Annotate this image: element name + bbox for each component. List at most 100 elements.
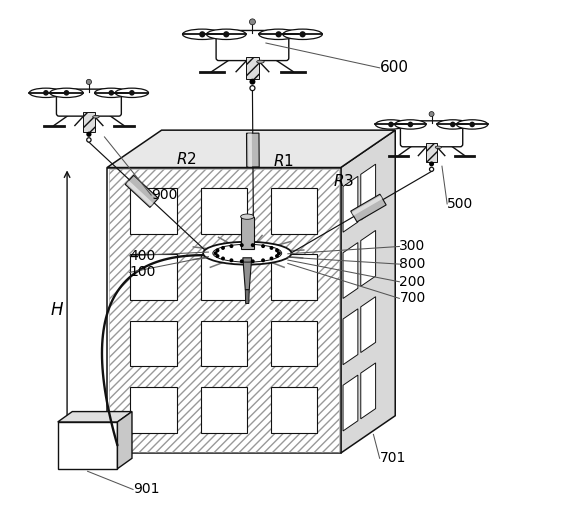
Ellipse shape (29, 88, 62, 98)
Circle shape (261, 244, 265, 248)
Polygon shape (130, 188, 177, 234)
Polygon shape (241, 217, 254, 248)
Polygon shape (343, 375, 358, 431)
Text: 100: 100 (129, 265, 156, 279)
Text: 700: 700 (400, 291, 425, 305)
Circle shape (250, 86, 255, 91)
Circle shape (277, 251, 281, 255)
Polygon shape (130, 321, 177, 366)
Polygon shape (271, 254, 318, 300)
Circle shape (429, 112, 434, 116)
Polygon shape (126, 181, 153, 206)
Polygon shape (243, 258, 252, 290)
Polygon shape (246, 57, 259, 79)
Ellipse shape (203, 242, 291, 265)
Circle shape (221, 256, 225, 260)
Circle shape (87, 79, 92, 85)
Polygon shape (201, 188, 247, 234)
Polygon shape (361, 230, 375, 286)
Circle shape (270, 246, 274, 250)
Polygon shape (107, 168, 341, 453)
Text: $R2$: $R2$ (176, 151, 197, 167)
Circle shape (250, 79, 256, 85)
Polygon shape (107, 130, 395, 168)
Polygon shape (343, 243, 358, 299)
Circle shape (251, 243, 255, 247)
Polygon shape (245, 290, 249, 303)
Polygon shape (125, 175, 158, 207)
Text: 901: 901 (133, 482, 160, 496)
Ellipse shape (456, 120, 488, 129)
Circle shape (275, 31, 282, 38)
Circle shape (199, 31, 205, 38)
Circle shape (270, 256, 274, 260)
Circle shape (429, 167, 434, 171)
Ellipse shape (259, 29, 298, 40)
Circle shape (388, 122, 394, 127)
Text: 701: 701 (380, 452, 406, 465)
Polygon shape (58, 411, 132, 422)
Ellipse shape (183, 29, 222, 40)
Ellipse shape (257, 60, 264, 63)
Polygon shape (83, 112, 95, 132)
Polygon shape (351, 196, 383, 216)
Polygon shape (271, 321, 318, 366)
Circle shape (261, 258, 265, 262)
Circle shape (87, 138, 91, 142)
Ellipse shape (435, 146, 441, 149)
Polygon shape (351, 194, 386, 222)
Circle shape (429, 161, 434, 167)
Ellipse shape (207, 29, 246, 40)
Polygon shape (248, 133, 252, 167)
Circle shape (251, 259, 255, 263)
FancyBboxPatch shape (216, 30, 289, 61)
Text: $H$: $H$ (49, 301, 64, 319)
Circle shape (240, 259, 244, 263)
Circle shape (250, 19, 256, 25)
Ellipse shape (437, 120, 468, 129)
Polygon shape (201, 321, 247, 366)
Ellipse shape (50, 88, 83, 98)
FancyBboxPatch shape (400, 121, 463, 147)
Text: $R1$: $R1$ (273, 153, 294, 169)
Circle shape (223, 31, 229, 38)
Polygon shape (247, 133, 259, 167)
Circle shape (275, 248, 279, 252)
Polygon shape (130, 254, 177, 300)
Polygon shape (271, 387, 318, 433)
Polygon shape (361, 363, 375, 419)
Text: 900: 900 (151, 188, 178, 202)
Polygon shape (117, 411, 132, 469)
Circle shape (221, 246, 225, 250)
FancyBboxPatch shape (56, 89, 121, 116)
Polygon shape (341, 130, 395, 453)
Text: 300: 300 (400, 240, 425, 254)
Ellipse shape (93, 115, 99, 118)
Ellipse shape (283, 29, 323, 40)
Circle shape (87, 132, 92, 137)
Circle shape (43, 90, 49, 96)
Polygon shape (426, 143, 437, 162)
Polygon shape (58, 422, 117, 469)
Circle shape (407, 122, 413, 127)
Polygon shape (361, 164, 375, 220)
Circle shape (469, 122, 475, 127)
Ellipse shape (395, 120, 426, 129)
Polygon shape (201, 254, 247, 300)
Circle shape (450, 122, 456, 127)
Circle shape (108, 90, 114, 96)
Circle shape (240, 243, 244, 247)
Circle shape (300, 31, 306, 38)
Polygon shape (343, 309, 358, 365)
Circle shape (214, 251, 217, 255)
Polygon shape (361, 296, 375, 352)
Circle shape (129, 90, 135, 96)
Circle shape (215, 248, 220, 252)
Ellipse shape (241, 214, 254, 219)
Circle shape (229, 258, 233, 262)
Text: 400: 400 (129, 249, 156, 263)
Text: 500: 500 (447, 197, 473, 211)
Circle shape (229, 244, 233, 248)
Polygon shape (271, 188, 318, 234)
Text: 600: 600 (380, 61, 409, 75)
